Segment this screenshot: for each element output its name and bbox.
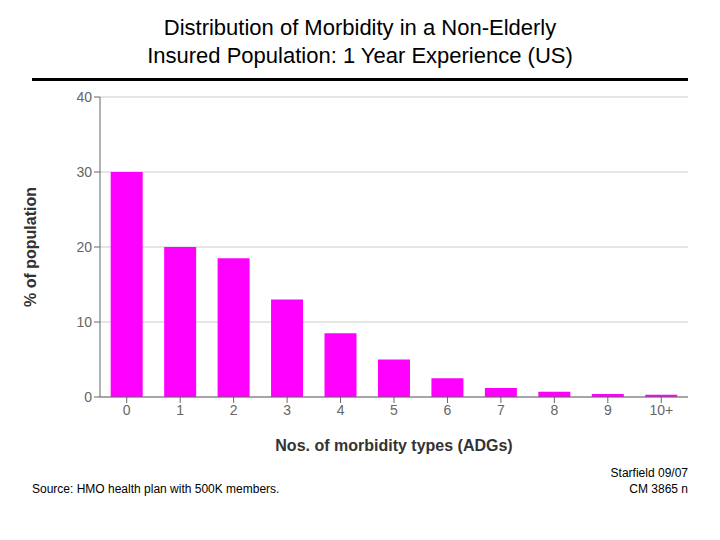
html-text:Starfield 09/07: Starfield 09/07 xyxy=(610,466,688,480)
svg-text:5: 5 xyxy=(390,402,398,418)
svg-text:3: 3 xyxy=(283,402,291,418)
html-text:CM 3865 n: CM 3865 n xyxy=(629,482,688,496)
html-text:Insured Population: 1 Year Exp: Insured Population: 1 Year Experience (U… xyxy=(147,43,573,68)
svg-text:Nos. of morbidity types (ADGs): Nos. of morbidity types (ADGs) xyxy=(275,437,512,454)
svg-text:10: 10 xyxy=(76,314,92,330)
html-text:Distribution of Morbidity in a: Distribution of Morbidity in a Non-Elder… xyxy=(163,15,557,40)
svg-text:40: 40 xyxy=(76,89,92,105)
svg-text:0: 0 xyxy=(84,389,92,405)
svg-text:7: 7 xyxy=(497,402,505,418)
svg-text:9: 9 xyxy=(604,402,612,418)
svg-text:2: 2 xyxy=(230,402,238,418)
svg-text:0: 0 xyxy=(123,402,131,418)
svg-text:6: 6 xyxy=(444,402,452,418)
svg-text:1: 1 xyxy=(176,402,184,418)
svg-text:8: 8 xyxy=(550,402,558,418)
svg-text:30: 30 xyxy=(76,164,92,180)
html-text:Source: HMO health plan with 5: Source: HMO health plan with 500K member… xyxy=(32,482,280,496)
svg-text:% of population: % of population xyxy=(22,187,39,307)
svg-text:4: 4 xyxy=(337,402,345,418)
svg-text:20: 20 xyxy=(76,239,92,255)
svg-text:10+: 10+ xyxy=(649,402,673,418)
